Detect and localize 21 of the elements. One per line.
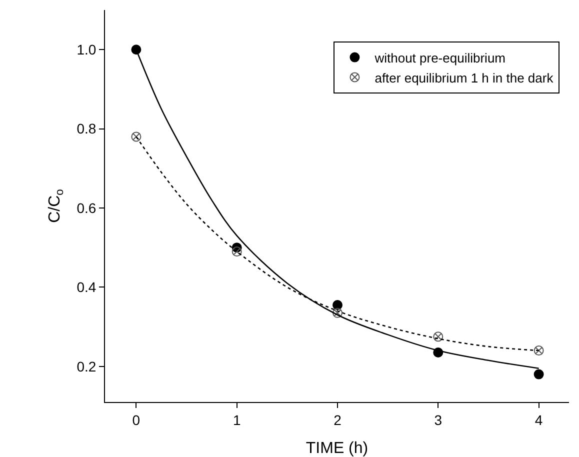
y-tick-label: 0.4 [76, 279, 96, 296]
point [131, 132, 142, 142]
x-axis-title: TIME (h) [306, 440, 368, 457]
legend-label: without pre-equilibrium [374, 50, 506, 66]
point [534, 369, 544, 380]
y-tick-label: 0.6 [76, 200, 96, 216]
x-tick-label: 2 [334, 412, 342, 428]
point [131, 44, 142, 55]
legend-label: after equilibrium 1 h in the dark [374, 70, 554, 86]
point [332, 300, 342, 310]
point [232, 246, 242, 257]
point [433, 332, 444, 342]
point [534, 346, 544, 356]
x-tick-label: 1 [232, 412, 241, 428]
x-tick-label: 0 [132, 412, 140, 428]
point [332, 308, 342, 318]
y-tick-label: 1.0 [76, 42, 96, 58]
x-tick-label: 3 [434, 412, 442, 428]
y-tick-label: 0.2 [76, 358, 96, 374]
x-tick-label: 4 [534, 412, 543, 428]
y-tick-label: 0.8 [76, 120, 96, 137]
